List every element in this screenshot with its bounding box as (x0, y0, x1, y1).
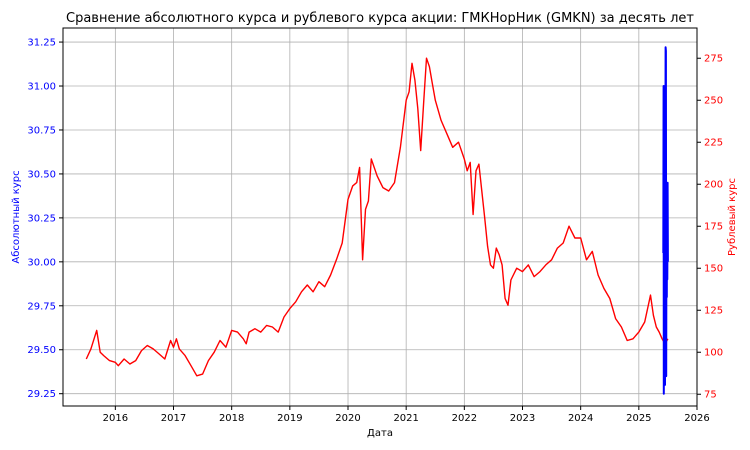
x-axis: 2016 2017 2018 2019 2020 2021 2022 2023 2024 2025… (103, 406, 710, 424)
y-right-tick-label: 175 (704, 222, 723, 233)
y-left-tick-label: 30.75 (27, 125, 56, 136)
y-right-tick-label: 275 (704, 54, 723, 65)
x-tick-label: 2017 (161, 413, 186, 424)
y-right-tick-label: 200 (704, 180, 723, 191)
x-tick-label: 2016 (103, 413, 128, 424)
x-tick-label: 2019 (277, 413, 302, 424)
y-right-tick-label: 150 (704, 264, 723, 275)
y-left-tick-label: 30.00 (27, 257, 56, 268)
x-tick-label: 2025 (626, 413, 651, 424)
y-left-tick-label: 29.25 (27, 389, 56, 400)
y-right-tick-label: 75 (704, 390, 717, 401)
y-left-tick-label: 29.75 (27, 301, 56, 312)
series-line-ruble (85, 57, 669, 377)
y-right-tick-label: 225 (704, 138, 723, 149)
series-line-absolute (662, 46, 669, 395)
x-axis-label: Дата (367, 428, 393, 439)
x-tick-label: 2023 (510, 413, 535, 424)
x-tick-label: 2018 (219, 413, 244, 424)
x-tick-label: 2021 (393, 413, 418, 424)
y-right-tick-label: 250 (704, 96, 723, 107)
y-right-tick-label: 100 (704, 348, 723, 359)
x-tick-label: 2022 (452, 413, 477, 424)
x-tick-label: 2020 (335, 413, 360, 424)
x-tick-label: 2024 (568, 413, 593, 424)
y-right-tick-label: 125 (704, 306, 723, 317)
y-axis-right: 75 100 125 150 175 200 225 250 275 (697, 54, 723, 401)
plot-frame (62, 27, 698, 407)
y-axis-left: 29.25 29.50 29.75 30.00 30.25 30.50 30.75 31.00… (27, 38, 63, 400)
y-left-tick-label: 31.00 (27, 82, 56, 93)
y-axis-label-left: Абсолютный курс (11, 170, 22, 263)
chart-title: Сравнение абсолютного курса и рублевого … (66, 11, 694, 26)
y-left-tick-label: 29.50 (27, 345, 56, 356)
y-left-tick-label: 30.50 (27, 169, 56, 180)
y-left-tick-label: 30.25 (27, 213, 56, 224)
series-layer (85, 46, 669, 395)
x-tick-label: 2026 (684, 413, 709, 424)
y-axis-label-right: Рублевый курс (727, 178, 738, 256)
y-left-tick-label: 31.25 (27, 38, 56, 49)
